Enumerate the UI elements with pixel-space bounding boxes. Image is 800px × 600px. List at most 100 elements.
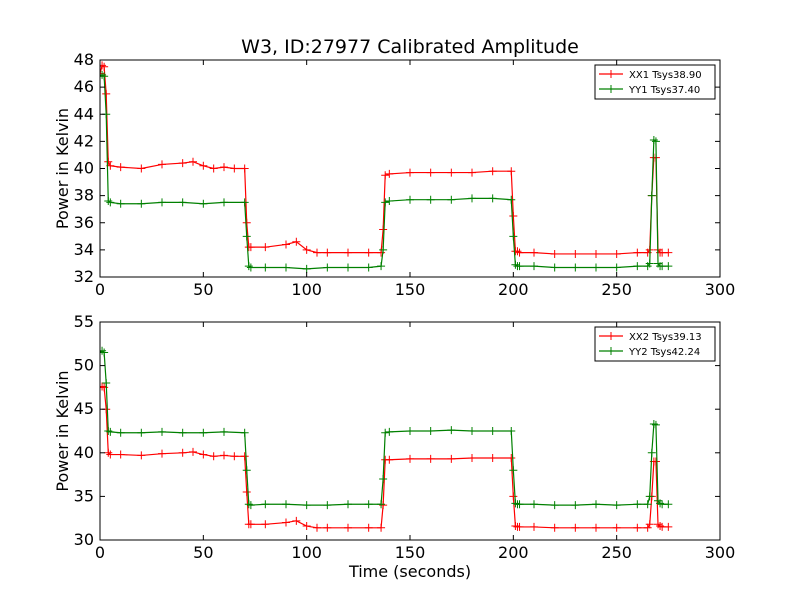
series-2-point — [100, 348, 109, 357]
series-1-point — [189, 447, 197, 456]
series-1-point — [344, 248, 352, 257]
top-plot: 0 50 100 150 200 250 300 32 34 36 38 40 42 44 46 48 Powe… — [53, 50, 735, 299]
series-2-point — [647, 448, 656, 457]
series-2-point — [651, 420, 660, 429]
y-tick-label: 32 — [74, 267, 94, 286]
x-tick-label: 0 — [95, 543, 105, 562]
series-1-point — [364, 523, 373, 532]
series-2-point — [633, 500, 642, 509]
series-2-point — [385, 197, 394, 206]
series-1-point — [633, 248, 642, 257]
series-1-point — [571, 523, 580, 532]
series-1-point — [242, 218, 251, 227]
series-1-point — [612, 249, 621, 258]
legend-marker — [607, 347, 615, 355]
series-2-point — [550, 263, 559, 272]
series-1-point — [592, 523, 600, 532]
series-2-point — [100, 72, 109, 81]
series-2-point — [240, 198, 249, 207]
series-2-point — [651, 137, 660, 146]
series-1-point — [158, 160, 166, 169]
series-1-point — [468, 454, 476, 463]
series-1-point — [507, 167, 516, 176]
series-2-point — [199, 428, 208, 437]
y-tick-label: 44 — [74, 104, 94, 123]
series-2-point — [426, 427, 435, 435]
y-tick-label: 42 — [74, 131, 94, 150]
series-1-point — [664, 522, 673, 531]
series-1-point — [230, 452, 239, 461]
series-2-point — [612, 501, 621, 510]
series-1-point — [313, 248, 321, 257]
series-2-point — [530, 262, 538, 271]
series-1-point — [406, 454, 414, 463]
series-2-point — [468, 427, 476, 435]
series-2-point — [323, 263, 332, 272]
series-1-point — [246, 243, 255, 252]
x-tick-label: 250 — [601, 280, 632, 299]
series-2-point — [240, 428, 249, 437]
series-2-point — [571, 501, 580, 510]
series-1-point — [282, 518, 290, 527]
series-1-point — [116, 450, 125, 459]
y-tick-label: 34 — [74, 240, 94, 259]
series-1-point — [137, 451, 146, 460]
series-1-point — [507, 454, 516, 463]
series-2-point — [344, 263, 352, 272]
series-2-point — [488, 427, 497, 435]
series-2-point — [116, 428, 125, 437]
series-1-point — [379, 225, 388, 234]
series-1-point — [651, 457, 660, 466]
series-1-point — [381, 171, 390, 180]
y-tick-label: 40 — [74, 159, 94, 178]
series-2-point — [379, 474, 388, 483]
series-1-point — [447, 454, 456, 463]
series-1-point — [261, 243, 270, 252]
series-2-point — [344, 500, 352, 509]
series-2-point — [530, 500, 538, 509]
series-2-point — [647, 191, 656, 200]
series-2-point — [664, 500, 673, 509]
series-2-point — [137, 428, 146, 437]
series-1-point — [100, 61, 107, 70]
x-tick-label: 50 — [193, 280, 213, 299]
series-1-point — [509, 211, 518, 220]
series-2-point — [242, 232, 251, 241]
series-1-point — [230, 164, 239, 173]
series-2-point — [261, 263, 270, 272]
x-axis-label: Time (seconds) — [348, 562, 471, 581]
series-1-point — [426, 454, 435, 463]
series-2-point — [323, 501, 332, 510]
legend-label: XX2 Tsys39.13 — [629, 332, 702, 343]
series-1-point — [645, 520, 654, 529]
series-1-point — [664, 248, 673, 257]
y-tick-label: 30 — [74, 530, 94, 549]
series-2-point — [364, 263, 373, 272]
series-1-point — [220, 163, 228, 172]
series-1-point — [633, 523, 642, 532]
series-2-point — [178, 198, 187, 207]
series-1-point — [292, 237, 301, 246]
series-1-point — [364, 248, 373, 257]
series-2-point — [612, 263, 621, 272]
series-2-point — [509, 466, 518, 475]
series-1-point — [302, 522, 311, 531]
series-2-point — [104, 197, 113, 206]
series-1-point — [323, 523, 332, 532]
series-1-point — [550, 523, 559, 532]
series-1-point — [209, 164, 218, 173]
series-1-point — [515, 522, 524, 531]
series-1-point — [656, 522, 665, 531]
series-2-point — [282, 263, 290, 272]
series-2-point — [100, 346, 107, 355]
series-2-point — [302, 264, 311, 273]
series-1-point — [102, 89, 111, 98]
legend-box — [594, 64, 716, 100]
series-2-point — [158, 198, 166, 207]
series-1-point — [571, 249, 580, 258]
series-1-point — [530, 248, 538, 257]
series-1-point — [612, 523, 621, 532]
series-2-point — [220, 427, 228, 436]
series-2-point — [100, 70, 107, 79]
series-1-point — [344, 523, 352, 532]
